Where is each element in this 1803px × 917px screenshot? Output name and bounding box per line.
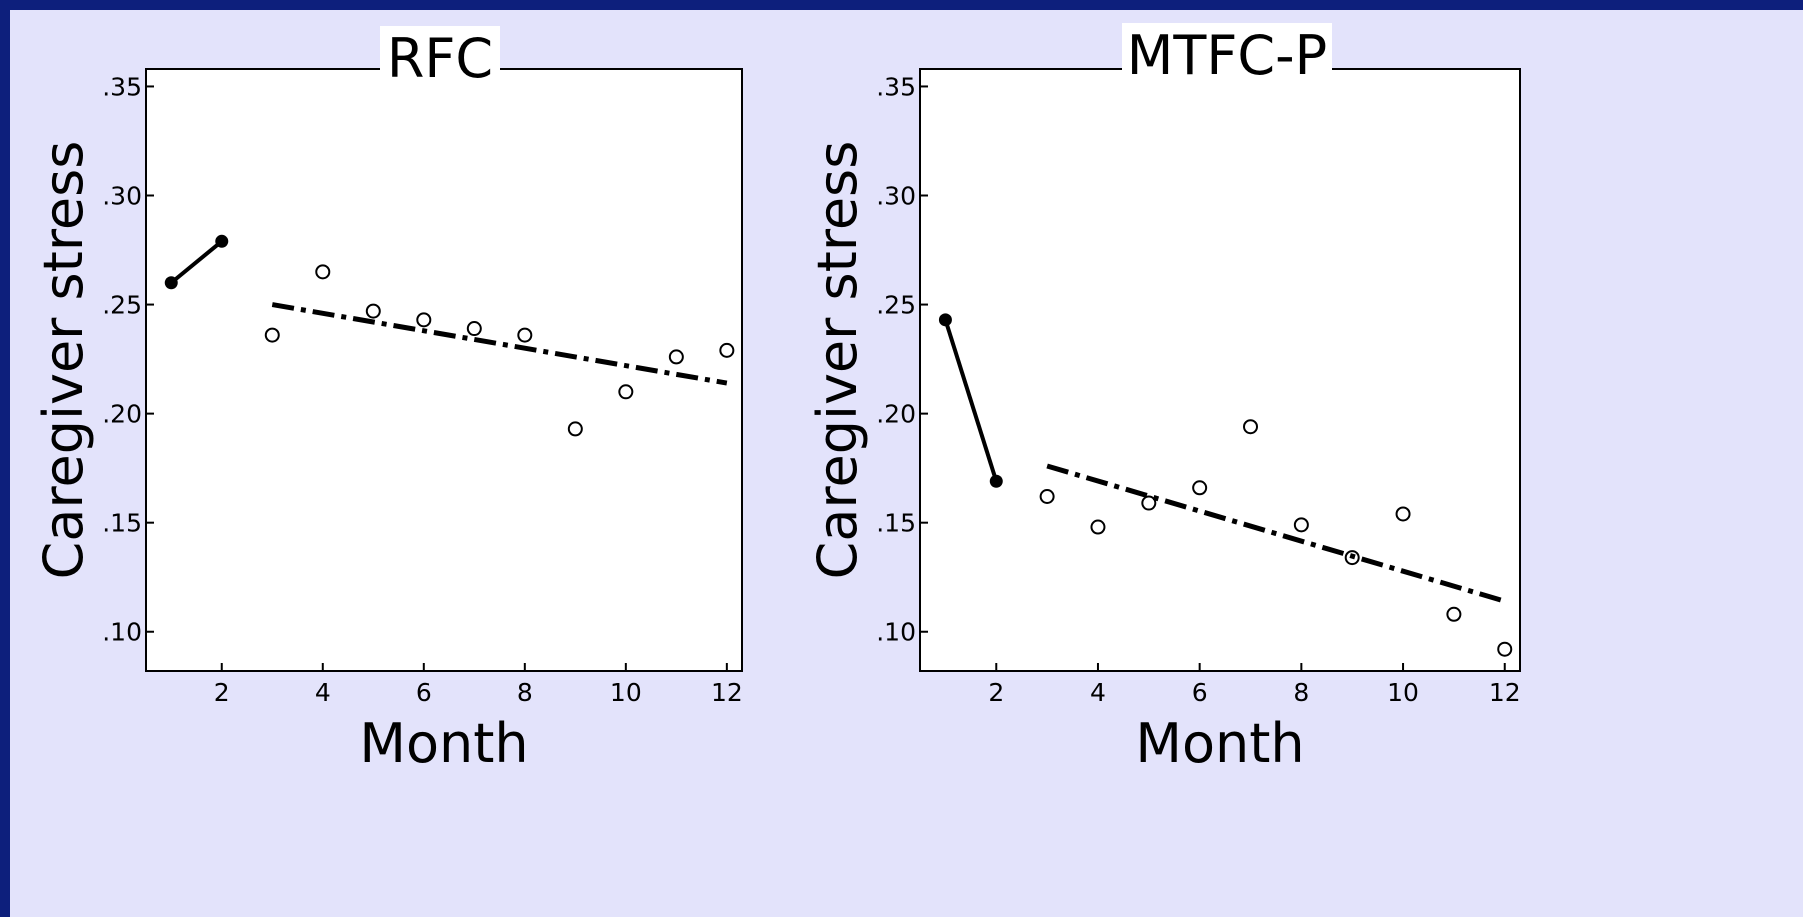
x-tick-label: 8	[517, 678, 533, 707]
y-tick-label: .10	[102, 618, 142, 647]
data-point	[668, 349, 684, 365]
y-tick-label: .35	[102, 72, 142, 101]
y-tick-label: .25	[876, 291, 916, 320]
x-axis-title: Month	[359, 712, 528, 775]
y-tick-label: .20	[102, 400, 142, 429]
x-tick-label: 4	[315, 678, 331, 707]
y-tick-label: .30	[102, 182, 142, 211]
data-point	[1497, 641, 1513, 657]
x-tick-label: 4	[1090, 678, 1106, 707]
x-tick-label: 10	[610, 678, 642, 707]
baseline-point	[164, 276, 178, 290]
charts-canvas: RFC .10 .15 .20 .25 .30 .35 2 4 6 8 10 12 Month Caregi…	[32, 23, 1521, 775]
y-axis-title: Caregiver stress	[806, 141, 869, 580]
data-point	[416, 312, 432, 328]
x-tick-label: 8	[1293, 678, 1309, 707]
data-point	[365, 303, 381, 319]
data-point	[315, 264, 331, 280]
data-point	[1243, 419, 1259, 435]
data-point	[1293, 517, 1309, 533]
x-axis-title: Month	[1135, 712, 1304, 775]
baseline-point	[215, 234, 229, 248]
chart-title: MTFC-P	[1127, 24, 1327, 87]
y-tick-label: .25	[102, 291, 142, 320]
data-point	[567, 421, 583, 437]
data-point	[264, 327, 280, 343]
baseline-line	[169, 239, 224, 285]
trend-line	[1046, 463, 1506, 604]
baseline-point	[938, 313, 952, 327]
data-point	[1141, 495, 1157, 511]
y-tick-label: .30	[876, 182, 916, 211]
baseline-line	[943, 319, 999, 482]
y-tick-label: .20	[876, 400, 916, 429]
x-tick-label: 2	[214, 678, 230, 707]
data-point	[1446, 606, 1462, 622]
y-tick-label: .15	[102, 509, 142, 538]
title-box	[380, 26, 500, 92]
data-point	[1395, 506, 1411, 522]
title-box	[1122, 23, 1332, 89]
y-axis-title: Caregiver stress	[32, 141, 95, 580]
data-point	[1090, 519, 1106, 535]
data-point	[1192, 480, 1208, 496]
chart-panel-1: RFC .10 .15 .20 .25 .30 .35 2 4 6 8 10 12 Month Caregi…	[32, 26, 743, 775]
trend-line	[271, 302, 728, 386]
data-point	[618, 384, 634, 400]
x-tick-label: 12	[711, 678, 743, 707]
x-tick-label: 2	[988, 678, 1004, 707]
slide-background: RFC .10 .15 .20 .25 .30 .35 2 4 6 8 10 12 Month Caregi…	[10, 10, 1803, 917]
x-tick-label: 12	[1489, 678, 1521, 707]
x-tick-label: 6	[416, 678, 432, 707]
data-point	[466, 321, 482, 337]
data-point	[517, 327, 533, 343]
data-point	[1039, 489, 1055, 505]
x-tick-label: 10	[1387, 678, 1419, 707]
chart-panel-2: MTFC-P .10 .15 .20 .25 .30 .35 2 4 6 8 10 12 Month Car…	[806, 23, 1521, 775]
y-tick-label: .15	[876, 509, 916, 538]
y-tick-label: .35	[876, 72, 916, 101]
y-tick-label: .10	[876, 618, 916, 647]
x-tick-label: 6	[1192, 678, 1208, 707]
data-point	[719, 342, 735, 358]
baseline-point	[989, 474, 1003, 488]
chart-title: RFC	[387, 27, 493, 90]
